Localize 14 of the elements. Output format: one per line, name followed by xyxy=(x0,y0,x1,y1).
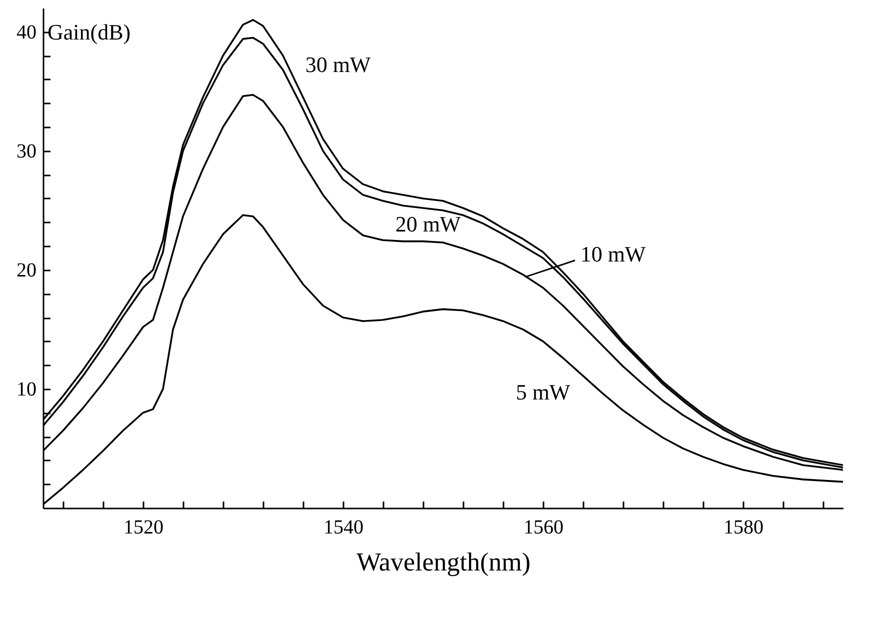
y-tick-label: 10 xyxy=(16,378,36,400)
x-tick-label: 1560 xyxy=(524,516,564,538)
x-tick-label: 1520 xyxy=(124,516,164,538)
series-label: 30 mW xyxy=(305,52,371,78)
series-label: 5 mW xyxy=(516,380,570,405)
x-tick-label: 1540 xyxy=(324,516,364,538)
x-tick-label: 1580 xyxy=(724,516,764,538)
y-axis-title: Gain(dB) xyxy=(48,20,131,44)
y-tick-label: 20 xyxy=(16,259,36,282)
y-tick-label: 40 xyxy=(16,21,36,44)
series-label: 20 mW xyxy=(395,212,461,237)
x-axis-title: Wavelength(nm) xyxy=(356,548,531,576)
legend-label: 10 mW xyxy=(580,241,646,266)
y-tick-label: 30 xyxy=(16,140,36,162)
